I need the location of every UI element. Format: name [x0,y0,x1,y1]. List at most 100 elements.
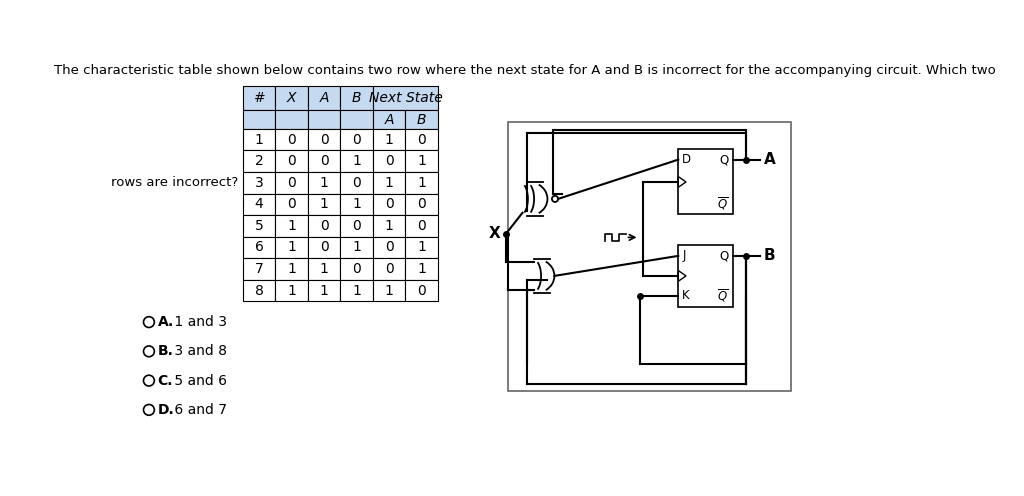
Bar [308,258,340,280]
Bar [308,193,340,215]
Text: 1 and 3: 1 and 3 [170,315,227,329]
Text: $\overline{Q}$: $\overline{Q}$ [718,288,729,304]
Bar [373,280,406,301]
Text: 6 and 7: 6 and 7 [170,403,227,417]
Text: 0: 0 [352,176,361,189]
Text: B: B [352,91,361,105]
Bar [678,149,732,214]
Text: X: X [488,226,500,241]
Bar [243,280,275,301]
Text: 1: 1 [418,262,426,276]
Bar [678,245,732,307]
Bar [406,150,438,172]
Bar [275,193,308,215]
Bar [406,258,438,280]
Text: 1: 1 [352,241,361,254]
Bar [340,258,373,280]
Bar [275,172,308,193]
Text: D: D [682,153,691,166]
Bar [243,86,275,110]
Bar [406,172,438,193]
Text: 1: 1 [385,219,393,233]
Bar [275,280,308,301]
Bar [308,280,340,301]
Bar [340,129,373,150]
Text: 0: 0 [319,132,329,147]
Text: 0: 0 [352,219,361,233]
Text: $\overline{Q}$: $\overline{Q}$ [718,195,729,212]
Bar [243,193,275,215]
Text: 0: 0 [287,176,296,189]
Text: 0: 0 [418,197,426,211]
Text: 1: 1 [385,132,393,147]
Bar [340,172,373,193]
Bar [243,258,275,280]
Text: A: A [764,152,775,167]
Text: 1: 1 [287,284,296,298]
Text: 0: 0 [418,132,426,147]
Bar [308,86,340,110]
Text: 1: 1 [319,262,329,276]
Text: 1: 1 [418,241,426,254]
Text: 1: 1 [319,176,329,189]
Text: Next State: Next State [369,91,442,105]
Text: 1: 1 [352,197,361,211]
Text: 1: 1 [287,219,296,233]
Bar [243,172,275,193]
Text: 1: 1 [352,284,361,298]
Text: 1: 1 [352,154,361,168]
Bar [373,150,406,172]
Text: Q: Q [720,153,729,166]
Text: rows are incorrect?: rows are incorrect? [111,176,238,189]
Text: B: B [417,113,426,126]
Text: 0: 0 [385,241,393,254]
Bar [406,193,438,215]
Bar [308,237,340,258]
Text: 0: 0 [352,262,361,276]
Text: 3 and 8: 3 and 8 [170,344,227,358]
Text: K: K [682,289,690,303]
Text: 0: 0 [418,219,426,233]
Bar [373,172,406,193]
Bar [275,215,308,237]
Bar [373,110,406,129]
Bar [340,86,373,110]
Text: 5: 5 [255,219,263,233]
Text: 1: 1 [418,154,426,168]
Text: 0: 0 [319,219,329,233]
Text: 0: 0 [319,241,329,254]
Text: 0: 0 [385,262,393,276]
Text: 0: 0 [385,197,393,211]
Bar [243,129,275,150]
Text: 0: 0 [319,154,329,168]
Text: 8: 8 [255,284,263,298]
Text: 0: 0 [287,197,296,211]
Bar [275,110,308,129]
Text: 4: 4 [255,197,263,211]
Text: 1: 1 [319,197,329,211]
Bar [275,258,308,280]
Text: D.: D. [158,403,174,417]
Text: 1: 1 [385,176,393,189]
Bar [373,193,406,215]
Text: Q: Q [720,249,729,262]
Bar [308,129,340,150]
Bar [340,150,373,172]
Bar [243,150,275,172]
Bar [340,237,373,258]
Bar [340,215,373,237]
Bar [406,215,438,237]
Text: 6: 6 [255,241,263,254]
Text: C.: C. [158,373,173,387]
Bar [243,110,275,129]
Bar [340,110,373,129]
Text: 3: 3 [255,176,263,189]
Bar [243,215,275,237]
Text: 1: 1 [385,284,393,298]
Bar [373,129,406,150]
Bar [275,150,308,172]
Bar [243,237,275,258]
Text: 1: 1 [319,284,329,298]
Text: X: X [287,91,296,105]
Bar [373,258,406,280]
